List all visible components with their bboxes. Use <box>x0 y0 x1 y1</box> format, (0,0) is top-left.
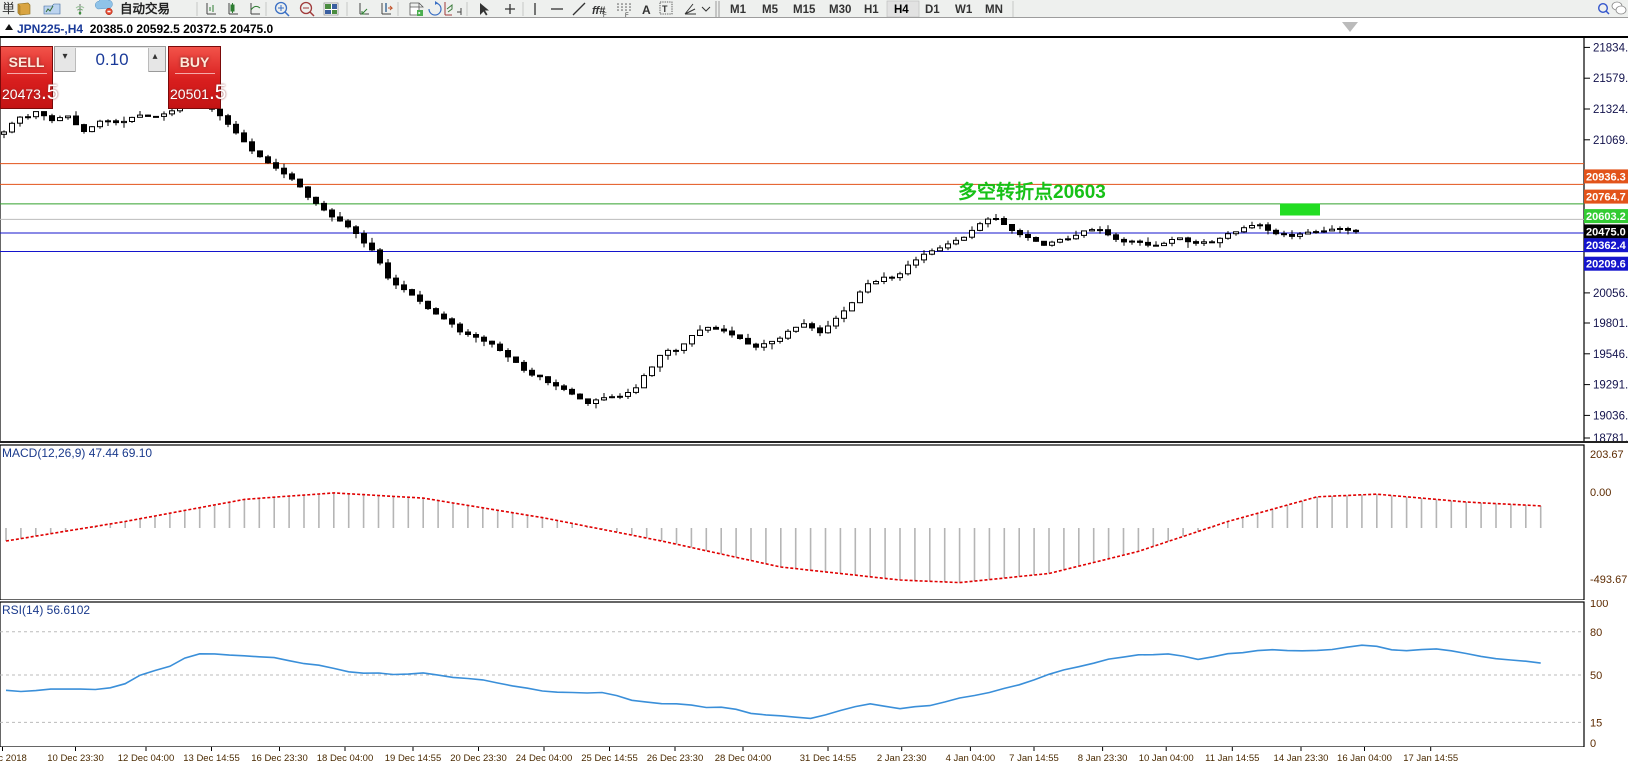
svg-text:24 Dec 04:00: 24 Dec 04:00 <box>516 753 573 764</box>
svg-text:MACD(12,26,9) 47.44 69.10: MACD(12,26,9) 47.44 69.10 <box>2 446 152 460</box>
svg-text:203.67: 203.67 <box>1590 449 1624 461</box>
svg-text:28 Dec 04:00: 28 Dec 04:00 <box>715 753 772 764</box>
svg-text:100: 100 <box>1590 600 1608 610</box>
svg-text:25 Dec 14:55: 25 Dec 14:55 <box>581 753 638 764</box>
svg-text:19291.5: 19291.5 <box>1593 380 1628 392</box>
svg-text:0: 0 <box>1590 738 1596 747</box>
svg-text:50: 50 <box>1590 670 1602 682</box>
svg-text:F: F <box>625 13 629 18</box>
svg-text:19036.5: 19036.5 <box>1593 410 1628 422</box>
svg-text:20475.0: 20475.0 <box>1586 226 1626 238</box>
svg-text:M5: M5 <box>762 4 779 16</box>
svg-text:自动交易: 自动交易 <box>120 1 170 16</box>
svg-text:H4: H4 <box>894 4 909 16</box>
svg-text:単: 単 <box>2 1 15 16</box>
svg-text:A: A <box>642 3 651 17</box>
svg-text:11 Jan 14:55: 11 Jan 14:55 <box>1205 753 1259 764</box>
svg-text:8 Jan 23:30: 8 Jan 23:30 <box>1078 753 1128 764</box>
svg-text:M15: M15 <box>793 4 816 16</box>
svg-text:20936.3: 20936.3 <box>1586 171 1626 183</box>
svg-text:16 Jan 04:00: 16 Jan 04:00 <box>1337 753 1392 764</box>
svg-text:F: F <box>603 13 607 18</box>
svg-text:19801.5: 19801.5 <box>1593 318 1628 330</box>
svg-text:19 Dec 14:55: 19 Dec 14:55 <box>385 753 442 764</box>
svg-text:2 Jan 23:30: 2 Jan 23:30 <box>877 753 927 764</box>
svg-text:18781.5: 18781.5 <box>1593 433 1628 443</box>
svg-text:21324.0: 21324.0 <box>1593 104 1628 116</box>
svg-text:19546.5: 19546.5 <box>1593 349 1628 361</box>
svg-text:13 Dec 14:55: 13 Dec 14:55 <box>183 753 240 764</box>
svg-text:M1: M1 <box>730 4 747 16</box>
svg-text:12 Dec 04:00: 12 Dec 04:00 <box>118 753 175 764</box>
svg-text:21069.0: 21069.0 <box>1593 135 1628 147</box>
svg-text:MN: MN <box>985 4 1003 16</box>
svg-text:14 Jan 23:30: 14 Jan 23:30 <box>1274 753 1329 764</box>
svg-text:-493.67: -493.67 <box>1590 574 1627 586</box>
svg-text:20603.2: 20603.2 <box>1586 211 1626 223</box>
svg-text:17 Jan 14:55: 17 Jan 14:55 <box>1403 753 1458 764</box>
svg-text:20362.4: 20362.4 <box>1586 240 1627 252</box>
svg-text:RSI(14) 56.6102: RSI(14) 56.6102 <box>2 603 90 617</box>
svg-text:20764.7: 20764.7 <box>1586 192 1626 204</box>
svg-text:31 Dec 14:55: 31 Dec 14:55 <box>800 753 857 764</box>
svg-text:4 Jan 04:00: 4 Jan 04:00 <box>946 753 996 764</box>
svg-text:D1: D1 <box>925 4 940 16</box>
svg-text:10 Jan 04:00: 10 Jan 04:00 <box>1139 753 1194 764</box>
svg-text:18 Dec 04:00: 18 Dec 04:00 <box>317 753 374 764</box>
svg-text:7 Jan 14:55: 7 Jan 14:55 <box>1009 753 1059 764</box>
svg-text:20209.6: 20209.6 <box>1586 259 1626 271</box>
svg-text:T: T <box>662 4 668 14</box>
svg-text:0.00: 0.00 <box>1590 487 1611 499</box>
svg-text:16 Dec 23:30: 16 Dec 23:30 <box>251 753 308 764</box>
svg-text:M30: M30 <box>829 4 851 16</box>
svg-text:26 Dec 23:30: 26 Dec 23:30 <box>647 753 704 764</box>
svg-text:21834.0: 21834.0 <box>1593 42 1628 54</box>
svg-text:20056.5: 20056.5 <box>1593 288 1628 300</box>
svg-text:20 Dec 23:30: 20 Dec 23:30 <box>450 753 507 764</box>
svg-text:21579.0: 21579.0 <box>1593 73 1628 85</box>
svg-text:H1: H1 <box>864 4 879 16</box>
svg-text:W1: W1 <box>955 4 973 16</box>
svg-text:10 Dec 23:30: 10 Dec 23:30 <box>47 753 104 764</box>
svg-text:15: 15 <box>1590 717 1602 729</box>
svg-text:80: 80 <box>1590 627 1602 639</box>
svg-text:多空转折点20603: 多空转折点20603 <box>958 180 1106 203</box>
svg-text:7 Dec 2018: 7 Dec 2018 <box>0 753 27 764</box>
